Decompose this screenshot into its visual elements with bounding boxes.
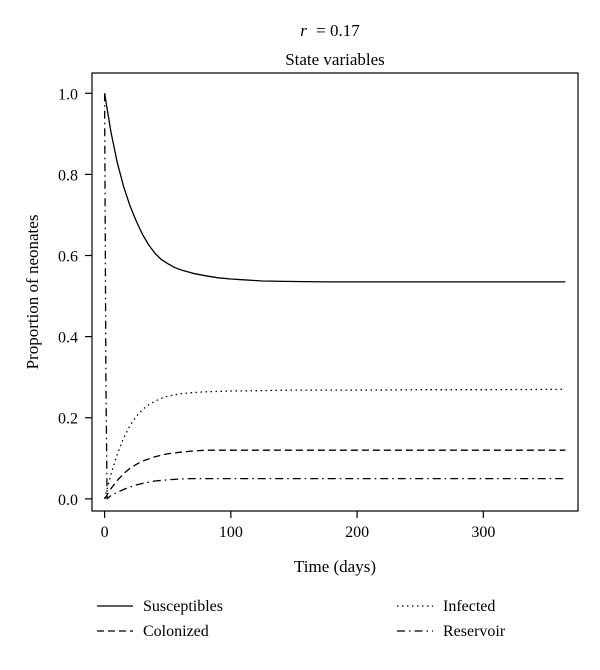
x-axis-label: Time (days) — [294, 557, 376, 576]
series-line-susceptibles — [103, 93, 566, 283]
y-tick-label-0-4: 0.4 — [58, 330, 78, 347]
y-tick-label-0-6: 0.6 — [58, 249, 78, 266]
chart-title-variable: r — [300, 21, 307, 40]
x-tick-label-200: 200 — [345, 524, 369, 541]
legend: Susceptibles Infected Colonized Reservoir — [97, 598, 506, 640]
legend-label-reservoir: Reservoir — [443, 623, 506, 640]
legend-label-infected: Infected — [443, 598, 495, 615]
legend-label-colonized: Colonized — [143, 623, 209, 640]
series-layer — [103, 93, 566, 500]
series-line-reservoir — [103, 93, 566, 500]
x-tick-label-100: 100 — [219, 524, 243, 541]
x-tick-label-300: 300 — [471, 524, 495, 541]
chart-title-value: = 0.17 — [316, 21, 360, 40]
legend-label-susceptibles: Susceptibles — [143, 598, 223, 615]
x-axis: 0 100 200 300 — [101, 511, 495, 541]
y-tick-label-0-0: 0.0 — [58, 492, 78, 509]
series-line-colonized — [104, 449, 566, 500]
y-tick-label-0-8: 0.8 — [58, 167, 78, 184]
plot-frame — [91, 72, 579, 512]
chart-title: r = 0.17 — [300, 21, 360, 40]
chart-subtitle: State variables — [285, 50, 385, 69]
x-tick-label-0: 0 — [101, 524, 109, 541]
y-axis: 0.0 0.2 0.4 0.6 0.8 1.0 — [58, 86, 92, 509]
y-tick-label-1-0: 1.0 — [58, 86, 78, 103]
series-line-infected — [103, 388, 566, 499]
y-axis-label: Proportion of neonates — [23, 215, 42, 370]
y-tick-label-0-2: 0.2 — [58, 411, 78, 428]
